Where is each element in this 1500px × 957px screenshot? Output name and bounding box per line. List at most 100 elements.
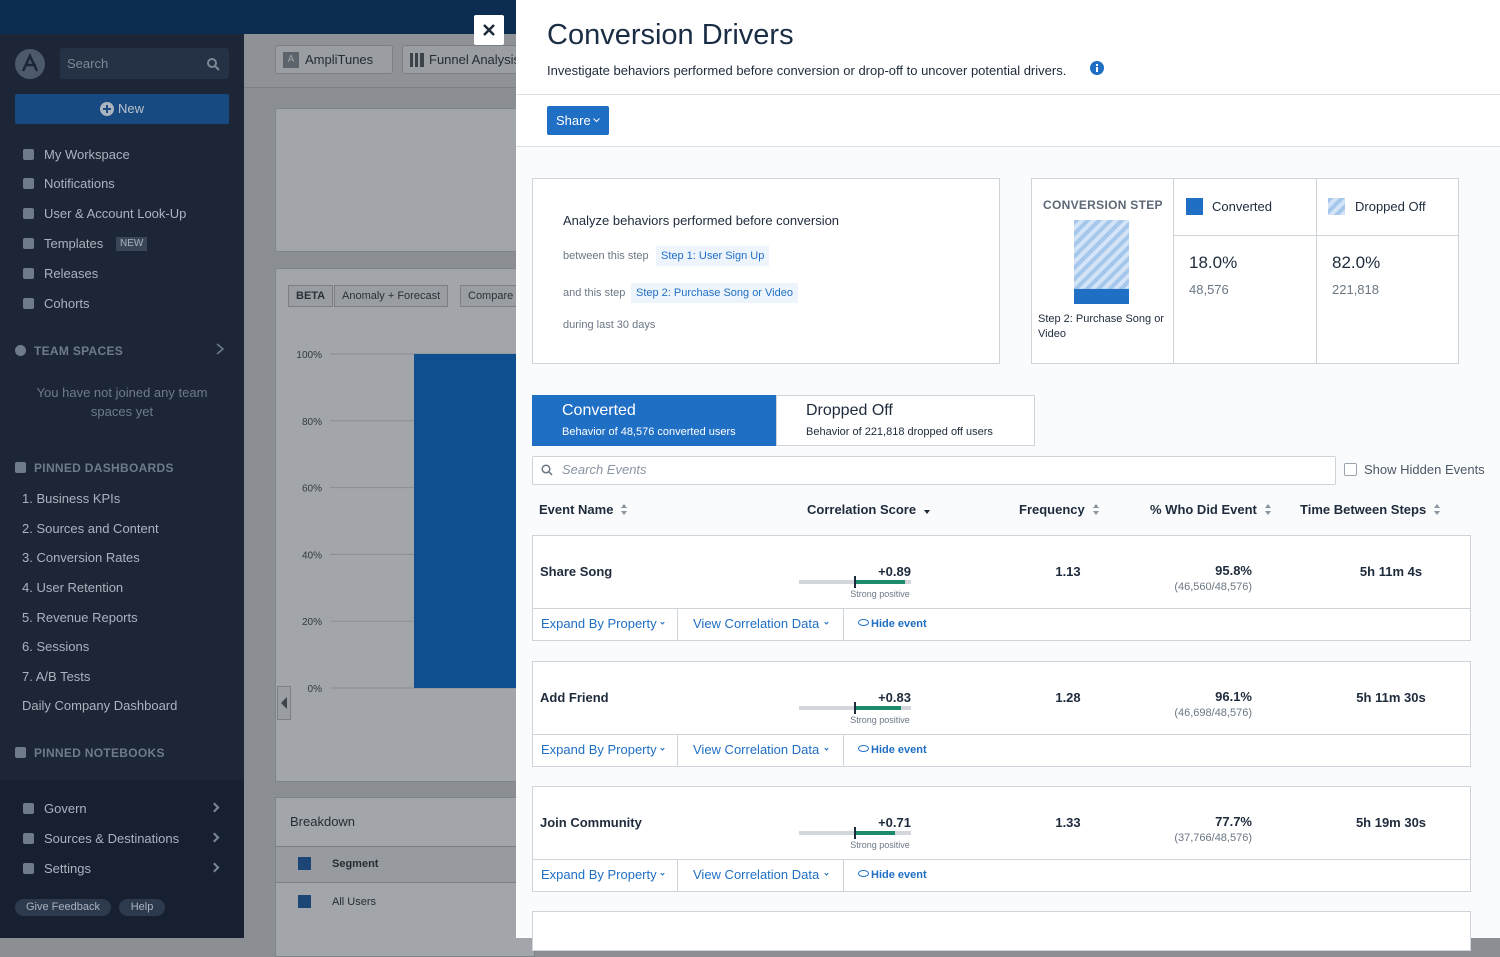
frequency: 1.13 xyxy=(1018,562,1118,582)
event-search[interactable] xyxy=(532,456,1336,485)
dashboard-link[interactable]: 5. Revenue Reports xyxy=(22,608,138,628)
panel-subtitle: Investigate behaviors performed before c… xyxy=(547,61,1066,81)
dashboard-link[interactable]: 2. Sources and Content xyxy=(22,519,159,539)
breakdown-header xyxy=(276,846,516,883)
search-placeholder: Search Events xyxy=(562,460,647,480)
notebook-icon xyxy=(15,747,26,758)
dashboard-link[interactable]: Daily Company Dashboard xyxy=(22,696,177,716)
dashboard-link[interactable]: 6. Sessions xyxy=(22,637,89,657)
give-feedback[interactable]: Give Feedback xyxy=(15,899,111,916)
and-label: and this step xyxy=(563,283,625,303)
team-spaces-heading: TEAM SPACES xyxy=(34,341,123,361)
nav-item[interactable]: Templates xyxy=(44,234,103,254)
dropped-swatch xyxy=(1328,198,1345,215)
expand-property[interactable]: Expand By Property xyxy=(541,614,657,634)
event-name[interactable]: Join Community xyxy=(540,813,642,833)
dropped-bar xyxy=(1074,220,1129,289)
nav-icon xyxy=(23,268,34,279)
time: 5h 11m 30s xyxy=(1321,688,1461,708)
sort-icon xyxy=(1093,504,1099,508)
to-step[interactable]: Step 2: Purchase Song or Video xyxy=(631,283,798,303)
search-icon xyxy=(206,57,220,71)
view-correlation[interactable]: View Correlation Data xyxy=(693,740,819,760)
checkbox[interactable] xyxy=(1344,463,1357,476)
hide-icon xyxy=(858,619,869,626)
show-hidden-label: Show Hidden Events xyxy=(1364,460,1485,480)
action-divider xyxy=(843,734,844,767)
dropped-label: Dropped Off xyxy=(1355,197,1426,217)
column-header[interactable]: % Who Did Event xyxy=(1150,500,1257,520)
logo xyxy=(14,48,46,80)
converted-swatch xyxy=(1186,198,1203,215)
divider xyxy=(1173,178,1174,364)
nav-item[interactable]: Sources & Destinations xyxy=(44,829,179,849)
score-label: +0.83 xyxy=(811,688,911,708)
nav-item[interactable]: My Workspace xyxy=(44,145,130,165)
score-bar xyxy=(855,706,901,710)
segment-row: All Users xyxy=(332,892,376,912)
nav-icon xyxy=(23,803,34,814)
event-name[interactable]: Share Song xyxy=(540,562,612,582)
event-row xyxy=(532,535,1471,641)
templates-badge: NEW xyxy=(116,237,147,251)
sort-icon xyxy=(1093,511,1099,515)
event-name[interactable]: Add Friend xyxy=(540,688,609,708)
nav-item[interactable]: Govern xyxy=(44,799,87,819)
dashboard-link[interactable]: 3. Conversion Rates xyxy=(22,548,140,568)
converted-count: 48,576 xyxy=(1189,280,1229,300)
nav-icon xyxy=(23,238,34,249)
dropped-count: 221,818 xyxy=(1332,280,1379,300)
search-icon xyxy=(541,464,553,476)
view-correlation[interactable]: View Correlation Data xyxy=(693,865,819,885)
column-header[interactable]: Event Name xyxy=(539,500,613,520)
column-header[interactable]: Frequency xyxy=(1019,500,1085,520)
action-divider xyxy=(677,734,678,767)
score-strength: Strong positive xyxy=(830,713,930,727)
y-tick-label: 60% xyxy=(302,484,322,495)
hide-event[interactable]: Hide event xyxy=(871,865,927,885)
dashboard-link[interactable]: 1. Business KPIs xyxy=(22,489,120,509)
column-header[interactable]: Correlation Score xyxy=(807,500,916,520)
chevron xyxy=(214,342,226,356)
from-step[interactable]: Step 1: User Sign Up xyxy=(656,246,769,266)
event-row xyxy=(532,661,1471,767)
sort-icon xyxy=(621,511,627,515)
y-tick-label: 80% xyxy=(302,417,322,428)
divider xyxy=(516,94,1500,95)
dashboard-link[interactable]: 7. A/B Tests xyxy=(22,667,90,687)
sort-icon xyxy=(1434,511,1440,515)
row-divider xyxy=(532,734,1471,735)
converted-rate: 18.0% xyxy=(1189,252,1237,274)
hide-event[interactable]: Hide event xyxy=(871,614,927,634)
caret xyxy=(593,118,600,123)
expand-property[interactable]: Expand By Property xyxy=(541,740,657,760)
nav-item[interactable]: Cohorts xyxy=(44,294,90,314)
breakdown-title: Breakdown xyxy=(290,812,355,832)
tab-subtitle: Behavior of 48,576 converted users xyxy=(562,422,736,442)
analyze-box xyxy=(532,178,1000,364)
info-icon[interactable] xyxy=(1090,61,1104,75)
conversion-bar xyxy=(1074,220,1129,304)
dashboard-link[interactable]: 4. User Retention xyxy=(22,578,123,598)
checkbox[interactable] xyxy=(298,857,311,870)
converted-bar xyxy=(1074,289,1129,304)
hide-event[interactable]: Hide event xyxy=(871,740,927,760)
row-divider xyxy=(532,608,1471,609)
nav-item[interactable]: Releases xyxy=(44,264,98,284)
checkbox[interactable] xyxy=(298,895,311,908)
time: 5h 19m 30s xyxy=(1321,813,1461,833)
divider xyxy=(1173,235,1459,236)
help[interactable]: Help xyxy=(119,899,165,916)
close-icon xyxy=(483,24,495,36)
nav-item[interactable]: Notifications xyxy=(44,174,115,194)
nav-item[interactable]: Settings xyxy=(44,859,91,879)
expand-property[interactable]: Expand By Property xyxy=(541,865,657,885)
nav-icon xyxy=(23,149,34,160)
view-correlation[interactable]: View Correlation Data xyxy=(693,614,819,634)
sort-icon xyxy=(1265,504,1271,508)
action-divider xyxy=(677,859,678,892)
column-header[interactable]: Time Between Steps xyxy=(1300,500,1426,520)
nav-item[interactable]: User & Account Look-Up xyxy=(44,204,186,224)
y-tick-label: 40% xyxy=(302,550,322,561)
pinned-notebooks-heading: PINNED NOTEBOOKS xyxy=(34,743,165,763)
